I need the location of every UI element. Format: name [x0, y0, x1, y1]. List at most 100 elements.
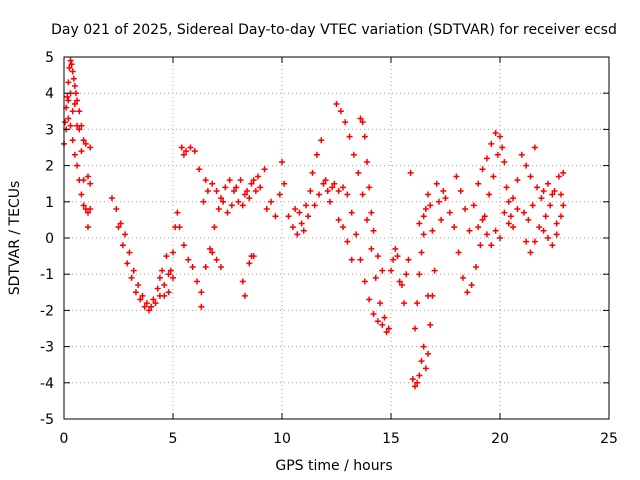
data-point	[122, 231, 129, 238]
data-point	[324, 187, 331, 194]
data-point	[84, 173, 91, 180]
data-point	[418, 249, 425, 256]
y-axis-label: SDTVAR / TECUs	[7, 181, 23, 296]
data-point	[475, 180, 482, 187]
data-point	[161, 282, 168, 289]
y-tick-label: -5	[40, 412, 54, 428]
data-point	[494, 151, 501, 158]
data-point	[132, 289, 139, 296]
data-point	[246, 260, 253, 267]
data-point	[76, 108, 83, 115]
data-point	[152, 300, 159, 307]
data-point	[335, 216, 342, 223]
data-point	[150, 296, 157, 303]
data-point	[84, 209, 91, 216]
data-point	[65, 79, 72, 86]
data-point	[159, 267, 166, 274]
data-point	[416, 271, 423, 278]
data-point	[255, 173, 262, 180]
data-point	[87, 144, 94, 151]
data-point	[348, 209, 355, 216]
data-point	[233, 184, 240, 191]
data-point	[250, 253, 257, 260]
data-point	[551, 187, 558, 194]
data-point	[527, 173, 534, 180]
data-point	[209, 180, 216, 187]
data-point	[420, 213, 427, 220]
data-point	[174, 209, 181, 216]
data-point	[202, 177, 209, 184]
data-point	[459, 274, 466, 281]
data-point	[355, 169, 362, 176]
data-point	[350, 151, 357, 158]
data-point	[141, 303, 148, 310]
data-point	[544, 180, 551, 187]
data-point	[359, 191, 366, 198]
data-point	[403, 271, 410, 278]
data-point	[228, 202, 235, 209]
data-point	[553, 220, 560, 227]
data-point	[370, 227, 377, 234]
data-point	[422, 206, 429, 213]
y-tick-label: 2	[45, 159, 54, 175]
data-point	[198, 289, 205, 296]
data-point	[383, 329, 390, 336]
data-point	[318, 137, 325, 144]
data-point	[549, 191, 556, 198]
data-point	[451, 224, 458, 231]
data-point	[427, 321, 434, 328]
data-point	[501, 158, 508, 165]
data-point	[542, 213, 549, 220]
data-point	[68, 61, 75, 68]
data-point	[137, 296, 144, 303]
data-point	[322, 177, 329, 184]
data-point	[65, 115, 72, 122]
data-point	[220, 198, 227, 205]
data-point	[479, 166, 486, 173]
data-point	[411, 325, 418, 332]
data-point	[492, 227, 499, 234]
data-point	[139, 292, 146, 299]
data-point	[388, 267, 394, 274]
data-point	[442, 195, 449, 202]
data-point	[499, 144, 506, 151]
data-point	[435, 198, 442, 205]
data-point	[453, 173, 460, 180]
data-point	[468, 282, 475, 289]
data-point	[135, 282, 142, 289]
data-point	[148, 303, 155, 310]
data-point	[366, 296, 373, 303]
data-point	[558, 191, 565, 198]
data-point	[555, 173, 562, 180]
data-point	[163, 253, 170, 260]
data-point	[501, 209, 508, 216]
data-point	[416, 372, 423, 379]
data-points	[61, 57, 567, 390]
data-point	[505, 220, 512, 227]
data-point	[374, 253, 381, 260]
data-point	[213, 187, 220, 194]
data-point	[222, 184, 229, 191]
data-point	[296, 209, 303, 216]
data-point	[483, 155, 490, 162]
y-tick-label: 3	[45, 122, 54, 138]
y-tick-label: 0	[45, 231, 54, 247]
data-point	[486, 191, 493, 198]
data-point	[209, 249, 216, 256]
data-point	[87, 206, 94, 213]
data-point	[440, 187, 447, 194]
data-point	[520, 209, 527, 216]
data-point	[359, 119, 366, 126]
data-point	[252, 187, 259, 194]
data-point	[305, 213, 312, 220]
data-point	[490, 173, 497, 180]
data-point	[411, 383, 418, 390]
data-point	[346, 133, 353, 140]
data-point	[446, 209, 453, 216]
data-point	[71, 101, 78, 108]
data-point	[560, 169, 567, 176]
data-point	[241, 191, 248, 198]
data-point	[549, 242, 556, 249]
data-point	[361, 133, 368, 140]
